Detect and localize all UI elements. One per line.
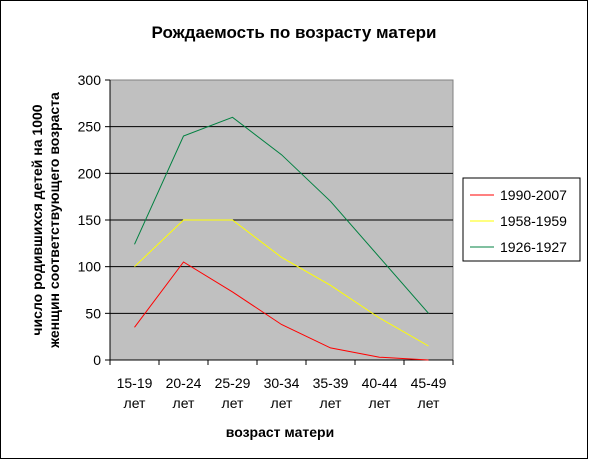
series-lines <box>134 116 429 361</box>
x-axis: 15-19 лет 20-24 лет 25-29 лет 30-34 лет 35-39 лет… <box>109 359 454 411</box>
x-tick-label: 25-29 <box>215 375 251 391</box>
y-tick-label: 250 <box>78 119 102 135</box>
gridlines <box>110 126 453 314</box>
y-tick-label: 300 <box>78 72 102 88</box>
y-tick-label: 100 <box>78 259 102 275</box>
series-line-1926-1927 <box>134 116 429 314</box>
y-tick-label: 200 <box>78 165 102 181</box>
x-tick-label-unit: лет <box>320 395 342 411</box>
y-axis: 0 50 100 150 200 250 300 <box>78 72 111 368</box>
legend-label: 1926-1927 <box>500 239 567 255</box>
x-tick-label: 40-44 <box>362 375 398 391</box>
x-tick-label: 20-24 <box>166 375 202 391</box>
x-tick-label-unit: лет <box>124 395 146 411</box>
x-tick-label: 30-34 <box>264 375 300 391</box>
series-line-1958-1959 <box>134 219 429 347</box>
x-tick-label: 45-49 <box>411 375 447 391</box>
y-tick-label: 50 <box>85 305 101 321</box>
y-axis-label: число родившихся детей на 1000 женщин со… <box>29 92 62 349</box>
x-tick-label-unit: лет <box>369 395 391 411</box>
x-tick-label-unit: лет <box>271 395 293 411</box>
x-tick-label-unit: лет <box>173 395 195 411</box>
chart-title: Рождаемость по возрасту матери <box>152 23 437 42</box>
legend-label: 1990-2007 <box>500 187 567 203</box>
x-tick-label-unit: лет <box>222 395 244 411</box>
y-tick-label: 0 <box>93 352 101 368</box>
x-tick-label: 15-19 <box>117 375 153 391</box>
legend: 1990-2007 1958-1959 1926-1927 <box>462 177 581 262</box>
x-axis-label: возраст матери <box>226 424 334 440</box>
legend-label: 1958-1959 <box>500 213 567 229</box>
y-axis-label-line-1: число родившихся детей на 1000 <box>29 104 45 335</box>
y-axis-label-line-2: женщин соответствующего возраста <box>46 92 62 349</box>
series-line-1990-2007 <box>134 261 429 361</box>
x-tick-label-unit: лет <box>418 395 440 411</box>
y-tick-label: 150 <box>78 212 102 228</box>
x-tick-label: 35-39 <box>313 375 349 391</box>
